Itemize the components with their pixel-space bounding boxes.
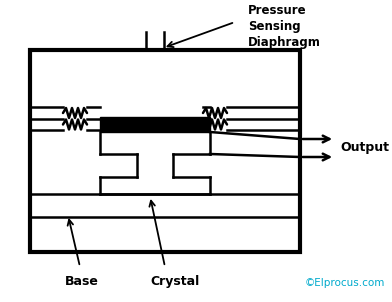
Text: ©Elprocus.com: ©Elprocus.com bbox=[305, 278, 385, 288]
Text: Pressure
Sensing
Diaphragm: Pressure Sensing Diaphragm bbox=[248, 4, 321, 49]
Text: Crystal: Crystal bbox=[151, 275, 200, 288]
Bar bbox=[100, 117, 210, 132]
Text: Output: Output bbox=[340, 142, 389, 155]
Text: Base: Base bbox=[65, 275, 99, 288]
Bar bbox=[30, 50, 300, 252]
